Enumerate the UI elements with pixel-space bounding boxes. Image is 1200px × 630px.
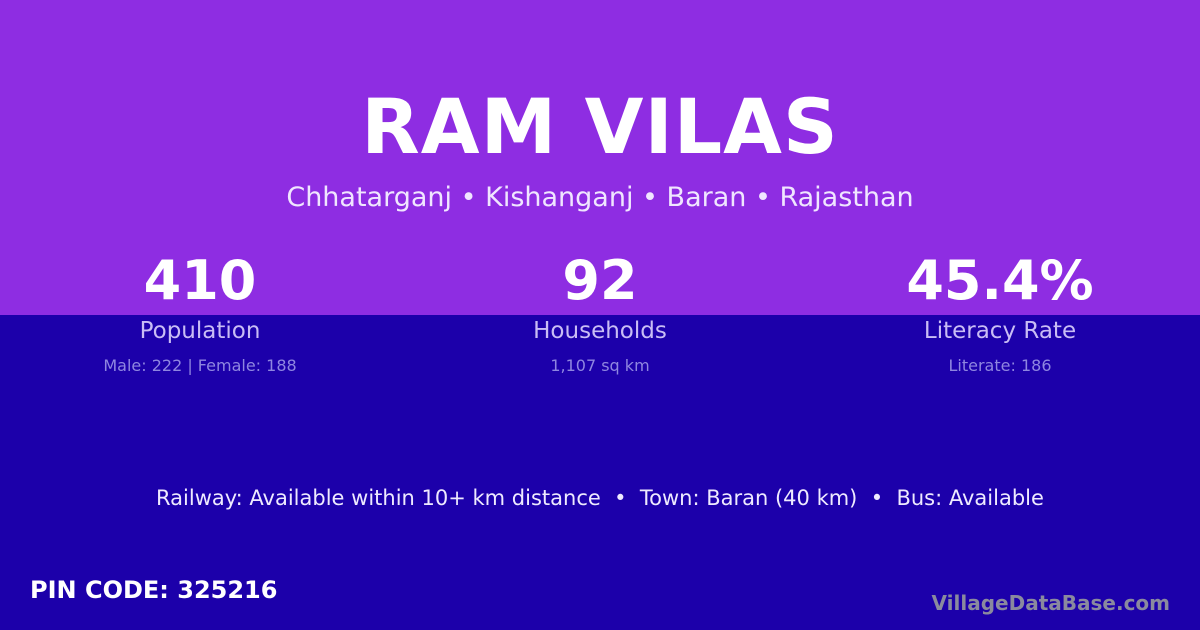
village-title: RAM VILAS (361, 82, 839, 171)
stat-households: 92 Households 1,107 sq km (400, 249, 800, 376)
stat-label: Literacy Rate (923, 318, 1077, 344)
stat-literacy: 45.4% Literacy Rate Literate: 186 (800, 249, 1200, 376)
header-band (0, 0, 1200, 315)
connectivity-info: Railway: Available within 10+ km distanc… (156, 486, 1044, 510)
stat-label: Households (533, 318, 667, 344)
stat-detail: Male: 222 | Female: 188 (103, 356, 297, 375)
stat-population: 410 Population Male: 222 | Female: 188 (0, 249, 400, 376)
brand-watermark: VillageDataBase.com (931, 591, 1170, 615)
pin-code: PIN CODE: 325216 (30, 576, 278, 604)
stat-detail: Literate: 186 (948, 356, 1052, 375)
location-breadcrumb: Chhatarganj • Kishanganj • Baran • Rajas… (286, 182, 914, 213)
stat-detail: 1,107 sq km (550, 356, 650, 375)
stat-value: 45.4% (906, 249, 1094, 312)
stat-value: 410 (143, 249, 257, 312)
stat-label: Population (139, 318, 261, 344)
stat-value: 92 (562, 249, 638, 312)
